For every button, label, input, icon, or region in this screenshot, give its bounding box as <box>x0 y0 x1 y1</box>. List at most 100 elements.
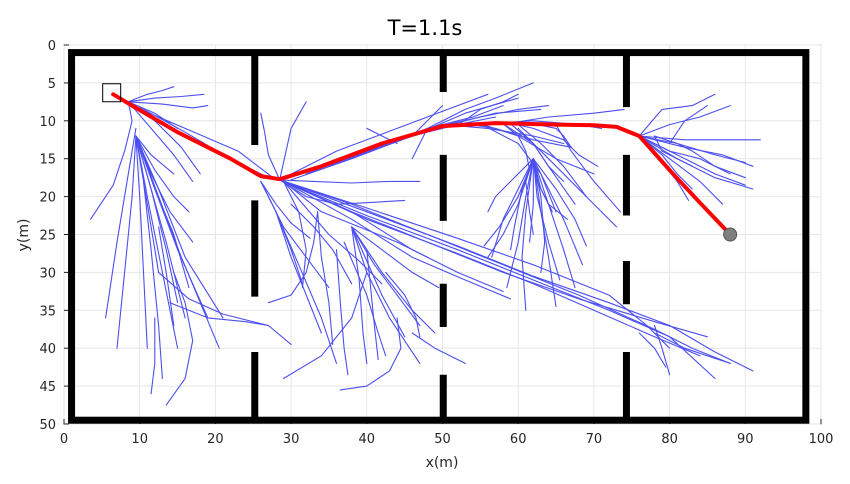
tree-branch <box>279 93 489 181</box>
y-tick-label: 25 <box>39 229 56 244</box>
tree-branch <box>135 135 224 319</box>
goal-marker <box>723 227 738 242</box>
tree-branch <box>521 158 534 311</box>
tree-branch <box>532 158 584 266</box>
tree-branch <box>351 226 421 364</box>
tree-branch <box>487 158 534 213</box>
tree-branch <box>282 180 512 300</box>
tree-branch <box>275 211 338 364</box>
tree-branch <box>426 82 534 129</box>
x-tick-label: 80 <box>661 432 678 447</box>
y-tick-label: 0 <box>48 39 56 54</box>
tree-branch <box>135 135 194 243</box>
tree-branch <box>279 179 716 380</box>
tree-branch <box>510 123 576 205</box>
x-tick-label: 20 <box>207 432 224 447</box>
tree-branch <box>532 158 576 289</box>
tree-branch <box>532 158 568 220</box>
tree-branch <box>385 271 421 338</box>
tree-branch <box>434 105 550 128</box>
tree-branch <box>510 122 599 167</box>
tree-branch <box>135 135 148 349</box>
tree-branch <box>638 135 746 164</box>
y-axis-label: y(m) <box>16 219 32 252</box>
tree-branch <box>150 317 156 395</box>
x-tick-label: 0 <box>60 432 68 447</box>
tree-branch <box>135 135 160 273</box>
y-tick-label: 20 <box>39 191 56 206</box>
y-tick-label: 35 <box>39 304 56 319</box>
tree-branch <box>532 158 587 247</box>
tree-branch <box>638 135 754 190</box>
tree-branch <box>142 180 163 380</box>
x-tick-label: 70 <box>586 432 603 447</box>
tree-branch <box>638 93 716 137</box>
tree-branch <box>638 332 667 368</box>
tree-branch <box>339 317 402 391</box>
tree-branch <box>279 179 701 357</box>
x-tick-label: 50 <box>434 432 451 447</box>
tree-branch <box>275 211 322 334</box>
tree-branch <box>279 179 406 205</box>
tree-branch <box>653 324 671 376</box>
tree-branch <box>89 101 133 220</box>
chart-title: T=1.1s <box>387 16 463 40</box>
y-tick-label: 30 <box>39 266 56 281</box>
tree-branch <box>169 302 269 327</box>
tree-branch <box>127 86 175 103</box>
tree-branch <box>529 158 534 243</box>
tree-branch <box>135 135 179 349</box>
tree-branch <box>279 179 671 349</box>
tree-branch <box>282 180 504 292</box>
tree-branch <box>555 124 621 213</box>
tree-branch <box>282 180 307 289</box>
y-tick-label: 45 <box>39 380 56 395</box>
tree-branch <box>510 158 534 251</box>
x-tick-label: 60 <box>510 432 527 447</box>
x-axis-label: x(m) <box>426 455 459 471</box>
tree-branch <box>317 211 334 345</box>
tree-branch <box>158 226 175 327</box>
tree-branch <box>335 249 349 376</box>
tree-branch <box>502 123 531 171</box>
tree-branch <box>653 135 746 179</box>
tree-branch <box>653 135 693 167</box>
tree-branch <box>260 112 281 181</box>
tree-branch <box>105 127 137 319</box>
x-tick-label: 10 <box>131 432 148 447</box>
tree-branch <box>464 123 572 148</box>
y-tick-label: 50 <box>39 418 56 433</box>
tree-branch <box>279 179 421 184</box>
tree-branch <box>135 135 175 175</box>
tree-branch <box>411 332 466 364</box>
tree-branch <box>116 135 137 349</box>
y-tick-label: 15 <box>39 153 56 168</box>
tree-branch <box>279 101 307 181</box>
tree-branch <box>366 249 379 361</box>
tree-branch <box>638 135 724 205</box>
tree-branch <box>532 158 561 281</box>
tree-branch <box>506 158 534 289</box>
tree-branch <box>343 241 387 357</box>
solution-path <box>111 92 733 237</box>
markers <box>102 83 738 242</box>
y-tick-label: 5 <box>48 77 56 92</box>
axis-ticks: 0 10 20 30 40 50 60 70 80 90 100 0 5 10 15 20 25 30 35 40 45… <box>39 39 833 447</box>
boundary-wall <box>68 49 810 424</box>
tree-branch <box>351 226 421 327</box>
tree-branch <box>282 271 368 380</box>
tree-branch <box>260 180 311 239</box>
solution-path-layer <box>111 92 733 237</box>
tree-branch <box>135 135 179 304</box>
tree-branch <box>517 124 587 198</box>
obstacle-walls <box>68 49 810 424</box>
y-tick-label: 10 <box>39 115 56 130</box>
tree-branch <box>290 203 353 285</box>
x-tick-label: 40 <box>359 432 376 447</box>
tree-branch <box>158 271 292 345</box>
start-marker <box>102 83 122 103</box>
tree-branch <box>457 93 519 126</box>
tree-branch <box>510 108 625 124</box>
tree-branch <box>135 135 190 213</box>
